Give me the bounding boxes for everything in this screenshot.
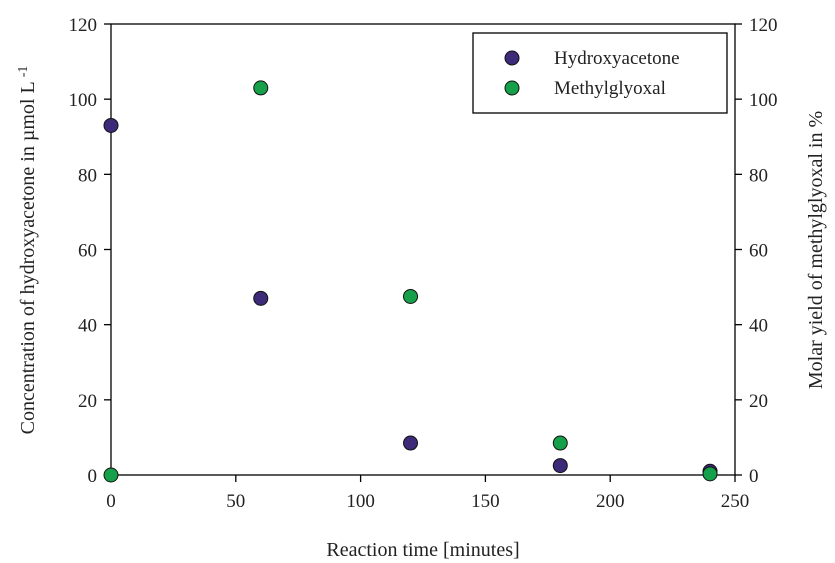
x-axis-title: Reaction time [minutes]: [326, 539, 519, 561]
y-left-tick-label: 60: [78, 241, 97, 262]
point-hydroxyacetone: [253, 290, 269, 306]
y-left-axis-title-superscript: -1: [16, 66, 31, 78]
y-right-tick-label: 0: [749, 466, 759, 487]
y-left-tick-label: 80: [78, 165, 97, 186]
x-tick-label: 0: [106, 491, 116, 512]
point-hydroxyacetone: [403, 435, 419, 451]
legend: Hydroxyacetone Methylglyoxal: [472, 32, 728, 114]
x-tick-label: 150: [471, 491, 500, 512]
y-left-axis-title-main: Concentration of hydroxyacetone in µmol …: [17, 81, 39, 434]
y-right-axis-ticks: 0 20 40 60 80 100 120: [735, 15, 778, 487]
x-tick-label: 200: [596, 491, 625, 512]
y-right-tick-label: 120: [749, 15, 778, 36]
data-points: [103, 80, 718, 483]
y-left-tick-label: 100: [69, 90, 98, 111]
legend-marker-methylglyoxal: [504, 80, 520, 96]
point-methylglyoxal: [702, 466, 718, 482]
point-hydroxyacetone: [103, 117, 119, 133]
legend-marker-hydroxyacetone: [504, 50, 520, 66]
y-right-tick-label: 80: [749, 165, 768, 186]
y-left-axis-ticks: 0 20 40 60 80 100 120: [69, 15, 111, 487]
legend-label-hydroxyacetone: Hydroxyacetone: [554, 48, 680, 69]
legend-label-methylglyoxal: Methylglyoxal: [554, 78, 666, 99]
point-methylglyoxal: [403, 288, 419, 304]
y-right-tick-label: 100: [749, 90, 778, 111]
y-left-tick-label: 40: [78, 316, 97, 337]
x-tick-label: 100: [346, 491, 375, 512]
y-right-tick-label: 20: [749, 391, 768, 412]
point-hydroxyacetone: [552, 458, 568, 474]
y-right-tick-label: 40: [749, 316, 768, 337]
y-right-tick-label: 60: [749, 241, 768, 262]
y-right-axis-title: Molar yield of methylglyoxal in %: [805, 111, 827, 389]
y-left-tick-label: 0: [88, 466, 98, 487]
y-left-tick-label: 20: [78, 391, 97, 412]
point-methylglyoxal: [552, 435, 568, 451]
y-left-tick-label: 120: [69, 15, 98, 36]
x-axis-ticks: 0 50 100 150 200 250: [106, 475, 749, 512]
point-methylglyoxal: [103, 467, 119, 483]
x-tick-label: 250: [721, 491, 750, 512]
legend-box: [472, 32, 728, 114]
y-left-axis-title: Concentration of hydroxyacetone in µmol …: [16, 66, 40, 435]
x-tick-label: 50: [226, 491, 245, 512]
point-methylglyoxal: [253, 80, 269, 96]
